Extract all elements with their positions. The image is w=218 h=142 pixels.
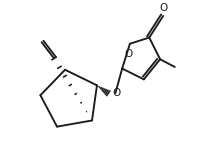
Text: O: O <box>160 3 168 13</box>
Text: O: O <box>124 49 132 59</box>
Text: O: O <box>112 87 120 98</box>
